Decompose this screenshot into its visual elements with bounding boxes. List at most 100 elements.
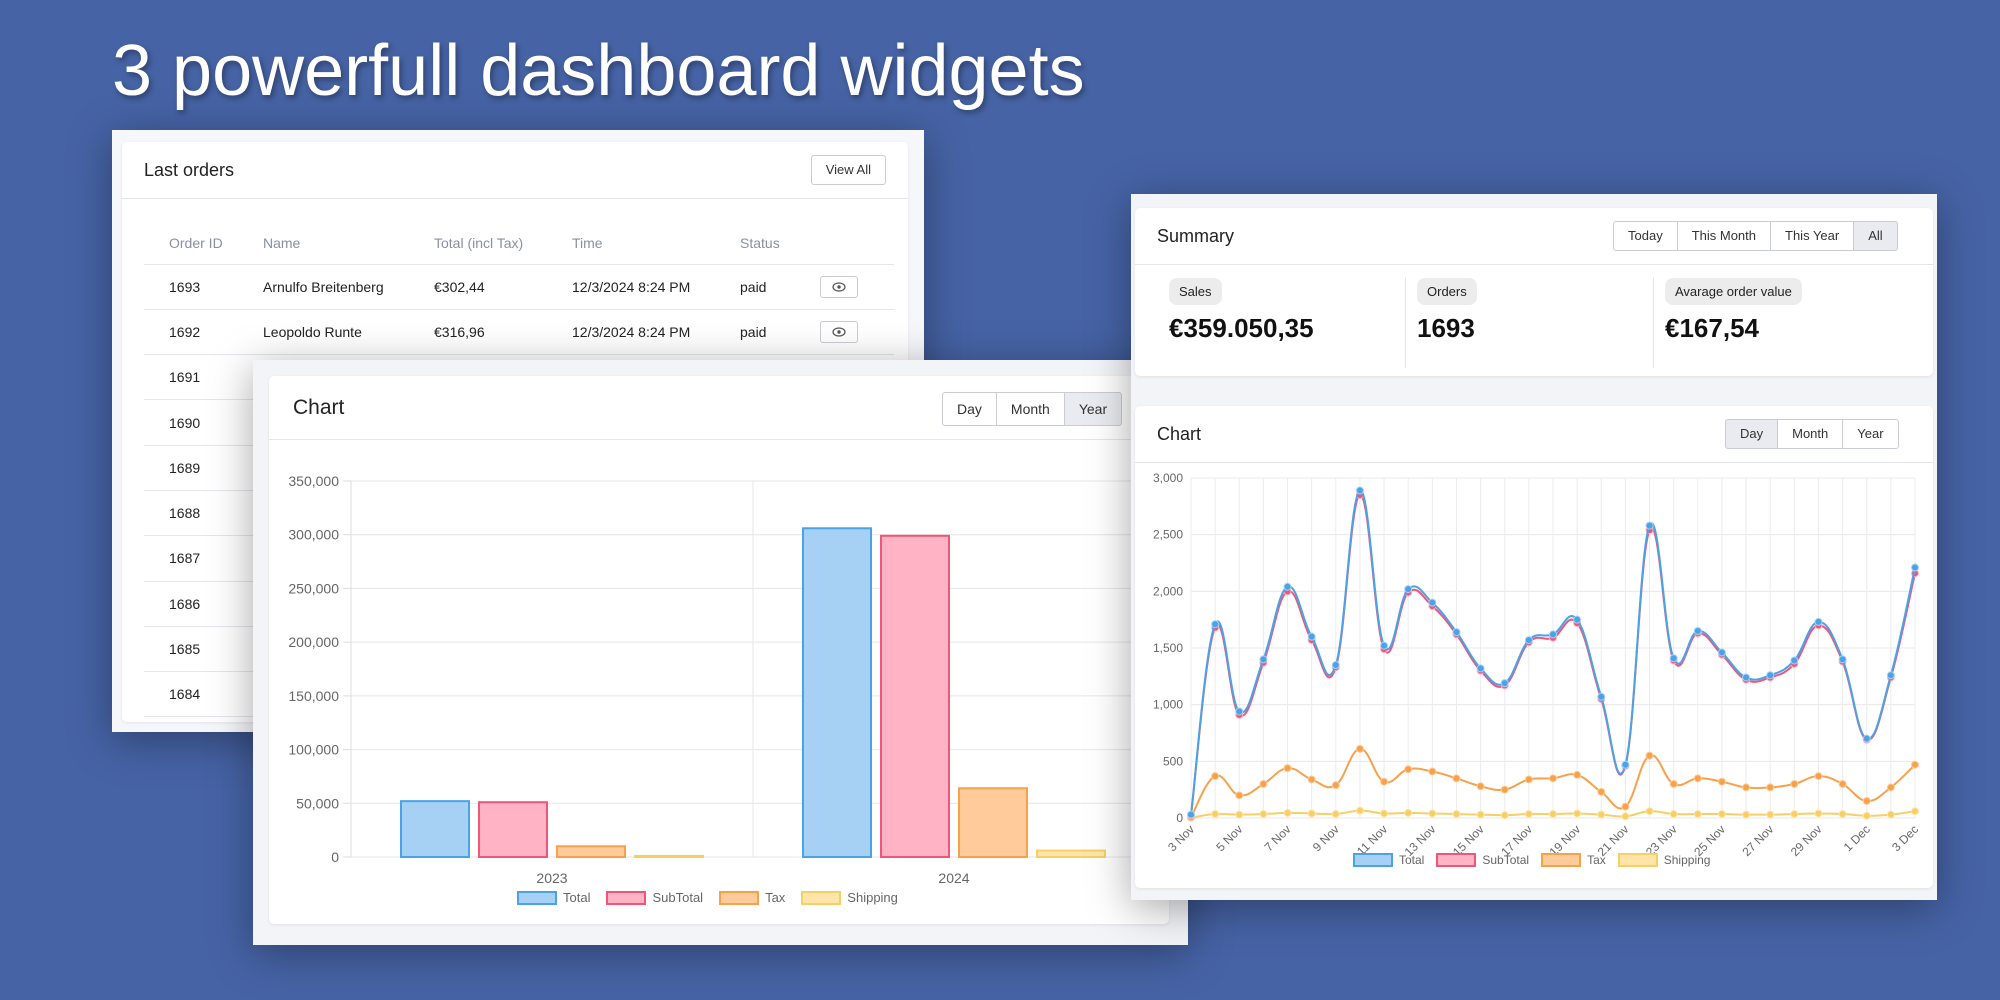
line-point-total[interactable] bbox=[1549, 630, 1557, 639]
bar-subtotal-2024[interactable] bbox=[880, 534, 950, 858]
line-point-shipping[interactable] bbox=[1307, 809, 1316, 818]
line-point-tax[interactable] bbox=[1549, 774, 1557, 783]
line-point-total[interactable] bbox=[1790, 656, 1799, 665]
line-point-total[interactable] bbox=[1355, 486, 1364, 495]
line-point-tax[interactable] bbox=[1404, 765, 1413, 774]
line-point-total[interactable] bbox=[1911, 563, 1919, 572]
line-point-total[interactable] bbox=[1187, 810, 1195, 819]
line-point-shipping[interactable] bbox=[1766, 810, 1775, 819]
line-point-shipping[interactable] bbox=[1283, 808, 1292, 817]
bar-total-2024[interactable] bbox=[802, 527, 872, 858]
view-all-button[interactable]: View All bbox=[810, 155, 886, 185]
line-point-tax[interactable] bbox=[1573, 770, 1582, 779]
view-order-button[interactable] bbox=[820, 320, 858, 343]
line-point-shipping[interactable] bbox=[1911, 807, 1919, 816]
line-legend-item-tax[interactable]: Tax bbox=[1541, 853, 1606, 867]
line-point-tax[interactable] bbox=[1211, 772, 1220, 781]
line-point-tax[interactable] bbox=[1380, 777, 1389, 786]
line-point-total[interactable] bbox=[1500, 679, 1509, 688]
line-point-tax[interactable] bbox=[1669, 780, 1678, 788]
bar-legend-item-tax[interactable]: Tax bbox=[719, 890, 785, 905]
line-point-shipping[interactable] bbox=[1549, 810, 1557, 819]
bar-subtotal-2023[interactable] bbox=[478, 801, 548, 858]
line-point-total[interactable] bbox=[1814, 617, 1823, 626]
line-point-total[interactable] bbox=[1283, 582, 1292, 591]
tab-month[interactable]: Month bbox=[995, 392, 1065, 426]
line-point-total[interactable] bbox=[1886, 671, 1895, 680]
line-point-total[interactable] bbox=[1573, 615, 1582, 624]
line-point-total[interactable] bbox=[1645, 521, 1654, 530]
line-point-tax[interactable] bbox=[1259, 780, 1268, 788]
line-point-shipping[interactable] bbox=[1645, 807, 1654, 816]
line-point-tax[interactable] bbox=[1355, 744, 1364, 753]
line-point-total[interactable] bbox=[1235, 707, 1244, 716]
line-point-total[interactable] bbox=[1452, 628, 1461, 637]
line-point-total[interactable] bbox=[1476, 664, 1485, 673]
line-legend-item-subtotal[interactable]: SubTotal bbox=[1436, 853, 1529, 867]
line-point-total[interactable] bbox=[1331, 661, 1340, 669]
line-point-shipping[interactable] bbox=[1476, 810, 1485, 819]
line-point-total[interactable] bbox=[1838, 655, 1847, 664]
bar-shipping-2023[interactable] bbox=[634, 854, 704, 859]
bar-total-2023[interactable] bbox=[400, 800, 470, 859]
bar-tax-2024[interactable] bbox=[958, 787, 1028, 859]
line-point-tax[interactable] bbox=[1766, 783, 1775, 792]
bar-shipping-2024[interactable] bbox=[1036, 849, 1106, 859]
tab-this-month[interactable]: This Month bbox=[1676, 221, 1772, 251]
line-point-tax[interactable] bbox=[1476, 782, 1485, 791]
bar-legend-item-shipping[interactable]: Shipping bbox=[801, 890, 898, 905]
line-point-shipping[interactable] bbox=[1573, 809, 1582, 818]
line-point-shipping[interactable] bbox=[1235, 810, 1244, 819]
line-point-shipping[interactable] bbox=[1814, 809, 1823, 818]
line-point-tax[interactable] bbox=[1597, 787, 1606, 796]
line-point-shipping[interactable] bbox=[1838, 810, 1847, 819]
line-point-shipping[interactable] bbox=[1211, 810, 1220, 819]
line-point-tax[interactable] bbox=[1283, 764, 1292, 773]
line-point-shipping[interactable] bbox=[1428, 809, 1437, 818]
tab-all[interactable]: All bbox=[1853, 221, 1898, 251]
view-order-button[interactable] bbox=[820, 275, 858, 298]
line-point-tax[interactable] bbox=[1500, 785, 1509, 794]
line-point-total[interactable] bbox=[1307, 632, 1316, 641]
line-point-shipping[interactable] bbox=[1524, 810, 1533, 819]
line-point-total[interactable] bbox=[1259, 655, 1268, 664]
line-point-tax[interactable] bbox=[1838, 780, 1847, 788]
line-point-tax[interactable] bbox=[1452, 774, 1461, 783]
line-point-total[interactable] bbox=[1742, 673, 1751, 682]
line-point-tax[interactable] bbox=[1862, 797, 1871, 805]
line-point-shipping[interactable] bbox=[1380, 809, 1389, 818]
tab-month[interactable]: Month bbox=[1777, 419, 1844, 449]
line-point-shipping[interactable] bbox=[1790, 810, 1799, 819]
line-point-shipping[interactable] bbox=[1886, 810, 1895, 819]
line-point-shipping[interactable] bbox=[1597, 810, 1606, 819]
tab-year[interactable]: Year bbox=[1063, 392, 1123, 426]
line-point-total[interactable] bbox=[1766, 671, 1775, 680]
line-point-tax[interactable] bbox=[1235, 791, 1244, 800]
line-point-total[interactable] bbox=[1597, 692, 1606, 701]
tab-year[interactable]: Year bbox=[1842, 419, 1899, 449]
line-point-total[interactable] bbox=[1717, 648, 1726, 657]
bar-legend-item-total[interactable]: Total bbox=[517, 890, 590, 905]
line-point-shipping[interactable] bbox=[1669, 810, 1678, 819]
line-point-shipping[interactable] bbox=[1355, 806, 1364, 815]
line-legend-item-total[interactable]: Total bbox=[1353, 853, 1424, 867]
line-point-tax[interactable] bbox=[1428, 767, 1437, 776]
line-point-shipping[interactable] bbox=[1331, 810, 1340, 819]
line-point-shipping[interactable] bbox=[1500, 811, 1509, 820]
line-point-tax[interactable] bbox=[1621, 802, 1630, 811]
line-point-total[interactable] bbox=[1524, 636, 1533, 645]
line-point-shipping[interactable] bbox=[1693, 810, 1702, 819]
line-point-tax[interactable] bbox=[1307, 775, 1316, 784]
line-point-total[interactable] bbox=[1428, 598, 1437, 607]
line-point-shipping[interactable] bbox=[1717, 810, 1726, 819]
line-point-tax[interactable] bbox=[1331, 781, 1340, 790]
tab-this-year[interactable]: This Year bbox=[1770, 221, 1855, 251]
line-point-total[interactable] bbox=[1862, 734, 1871, 743]
line-point-shipping[interactable] bbox=[1742, 810, 1751, 819]
line-point-tax[interactable] bbox=[1693, 774, 1702, 783]
line-point-total[interactable] bbox=[1380, 641, 1389, 650]
line-point-total[interactable] bbox=[1211, 620, 1220, 629]
line-point-shipping[interactable] bbox=[1404, 808, 1413, 817]
line-legend-item-shipping[interactable]: Shipping bbox=[1617, 853, 1710, 867]
line-point-total[interactable] bbox=[1621, 760, 1630, 769]
